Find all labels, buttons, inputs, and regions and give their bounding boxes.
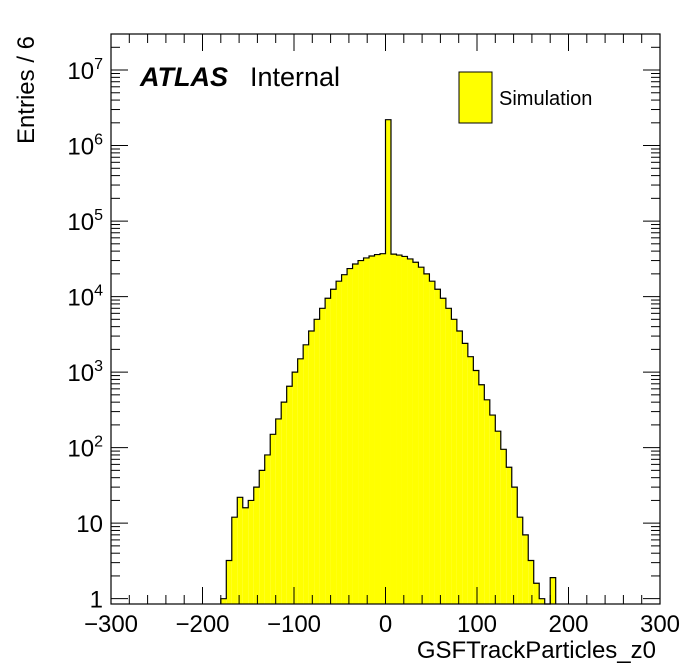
histogram-bar — [517, 517, 523, 604]
histogram-bar — [358, 260, 364, 604]
histogram-bar — [390, 254, 397, 604]
histogram-bar — [231, 517, 238, 604]
histogram-bar — [539, 598, 545, 604]
histogram-bar — [522, 534, 529, 604]
histogram-bar — [347, 268, 353, 604]
histogram-bar — [412, 262, 419, 604]
histogram-bar — [259, 470, 265, 604]
histogram-bar — [550, 577, 556, 604]
histogram-bar — [319, 308, 326, 604]
histogram-bar — [325, 298, 331, 604]
histogram-bar — [374, 254, 381, 604]
x-axis-title: GSFTrackParticles_z0 — [417, 637, 656, 664]
histogram-bar — [407, 258, 413, 604]
histogram-outline — [220, 119, 557, 605]
y-tick-label: 104 — [67, 283, 103, 312]
histogram-bar — [445, 308, 452, 604]
y-tick-label: 106 — [67, 132, 103, 161]
histogram-bar — [369, 255, 375, 605]
y-tick-label: 1 — [90, 587, 103, 614]
histogram-bar — [237, 497, 243, 604]
y-tick-label: 102 — [67, 434, 103, 463]
histogram-bar — [495, 431, 501, 604]
y-tick-label: 103 — [67, 358, 103, 387]
legend-swatch — [458, 71, 493, 124]
x-tick-labels: −300 −200 −100 0 100 200 300 — [84, 611, 680, 638]
histogram-bar — [484, 399, 490, 604]
histogram-bar — [363, 257, 370, 604]
histogram-bar — [248, 500, 254, 604]
histogram-bar — [308, 331, 315, 604]
legend-entry-simulation: Simulation — [499, 88, 592, 110]
histogram-bar — [341, 274, 348, 604]
histogram-bar — [264, 454, 271, 604]
histogram-bar — [511, 487, 518, 604]
internal-label: Internal — [250, 62, 340, 92]
histogram-bar — [292, 372, 298, 604]
x-tick-label: 0 — [379, 611, 392, 638]
y-tick-label: 105 — [67, 207, 103, 236]
histogram-bar — [281, 402, 287, 604]
histogram-bar — [303, 344, 309, 604]
histogram-bar — [506, 467, 512, 604]
y-tick-label: 107 — [67, 56, 103, 85]
histogram-bar — [286, 386, 293, 604]
x-tick-label: −200 — [175, 611, 229, 638]
histogram-bar — [440, 298, 446, 604]
histogram-bar — [434, 289, 441, 604]
histogram-bar — [500, 449, 507, 604]
histogram-bar — [429, 281, 435, 604]
histogram-bar — [336, 281, 342, 604]
histogram-bar — [528, 560, 534, 604]
histogram-bar — [352, 264, 359, 604]
histogram-bar — [380, 253, 386, 604]
y-tick-labels: 1 10 102 103 104 105 106 107 — [67, 56, 103, 614]
histogram-bar — [467, 356, 474, 604]
histogram-bar — [478, 384, 485, 604]
histogram-bar — [456, 331, 463, 604]
histogram-bar — [462, 343, 468, 604]
axis-ticks — [110, 33, 661, 604]
histogram-bar — [275, 418, 282, 604]
histogram-bar — [489, 415, 496, 604]
atlas-label: ATLAS — [139, 62, 228, 92]
histogram-bar — [423, 273, 430, 604]
y-tick-label: 10 — [76, 511, 103, 538]
histogram-bar — [270, 434, 276, 604]
histogram-bar — [297, 358, 304, 604]
x-tick-label: −100 — [267, 611, 321, 638]
histogram-bar — [451, 319, 457, 604]
histogram-bar — [385, 119, 391, 604]
histogram-bar — [418, 267, 424, 604]
histogram-bar — [242, 507, 249, 604]
histogram-bar — [533, 583, 540, 604]
histogram-bar — [401, 256, 408, 604]
histogram-bar — [330, 289, 337, 604]
y-axis-title: Entries / 6 — [13, 36, 40, 144]
x-tick-label: −300 — [84, 611, 138, 638]
x-tick-label: 100 — [457, 611, 497, 638]
x-tick-label: 300 — [640, 611, 680, 638]
histogram-bar — [396, 255, 402, 605]
histogram-bar — [253, 487, 260, 604]
histogram-bar — [473, 370, 479, 604]
x-tick-label: 200 — [548, 611, 588, 638]
histogram-bar — [226, 560, 232, 604]
histogram-bar — [220, 598, 227, 604]
histogram-bar — [314, 319, 320, 604]
histogram-bars — [220, 119, 557, 605]
